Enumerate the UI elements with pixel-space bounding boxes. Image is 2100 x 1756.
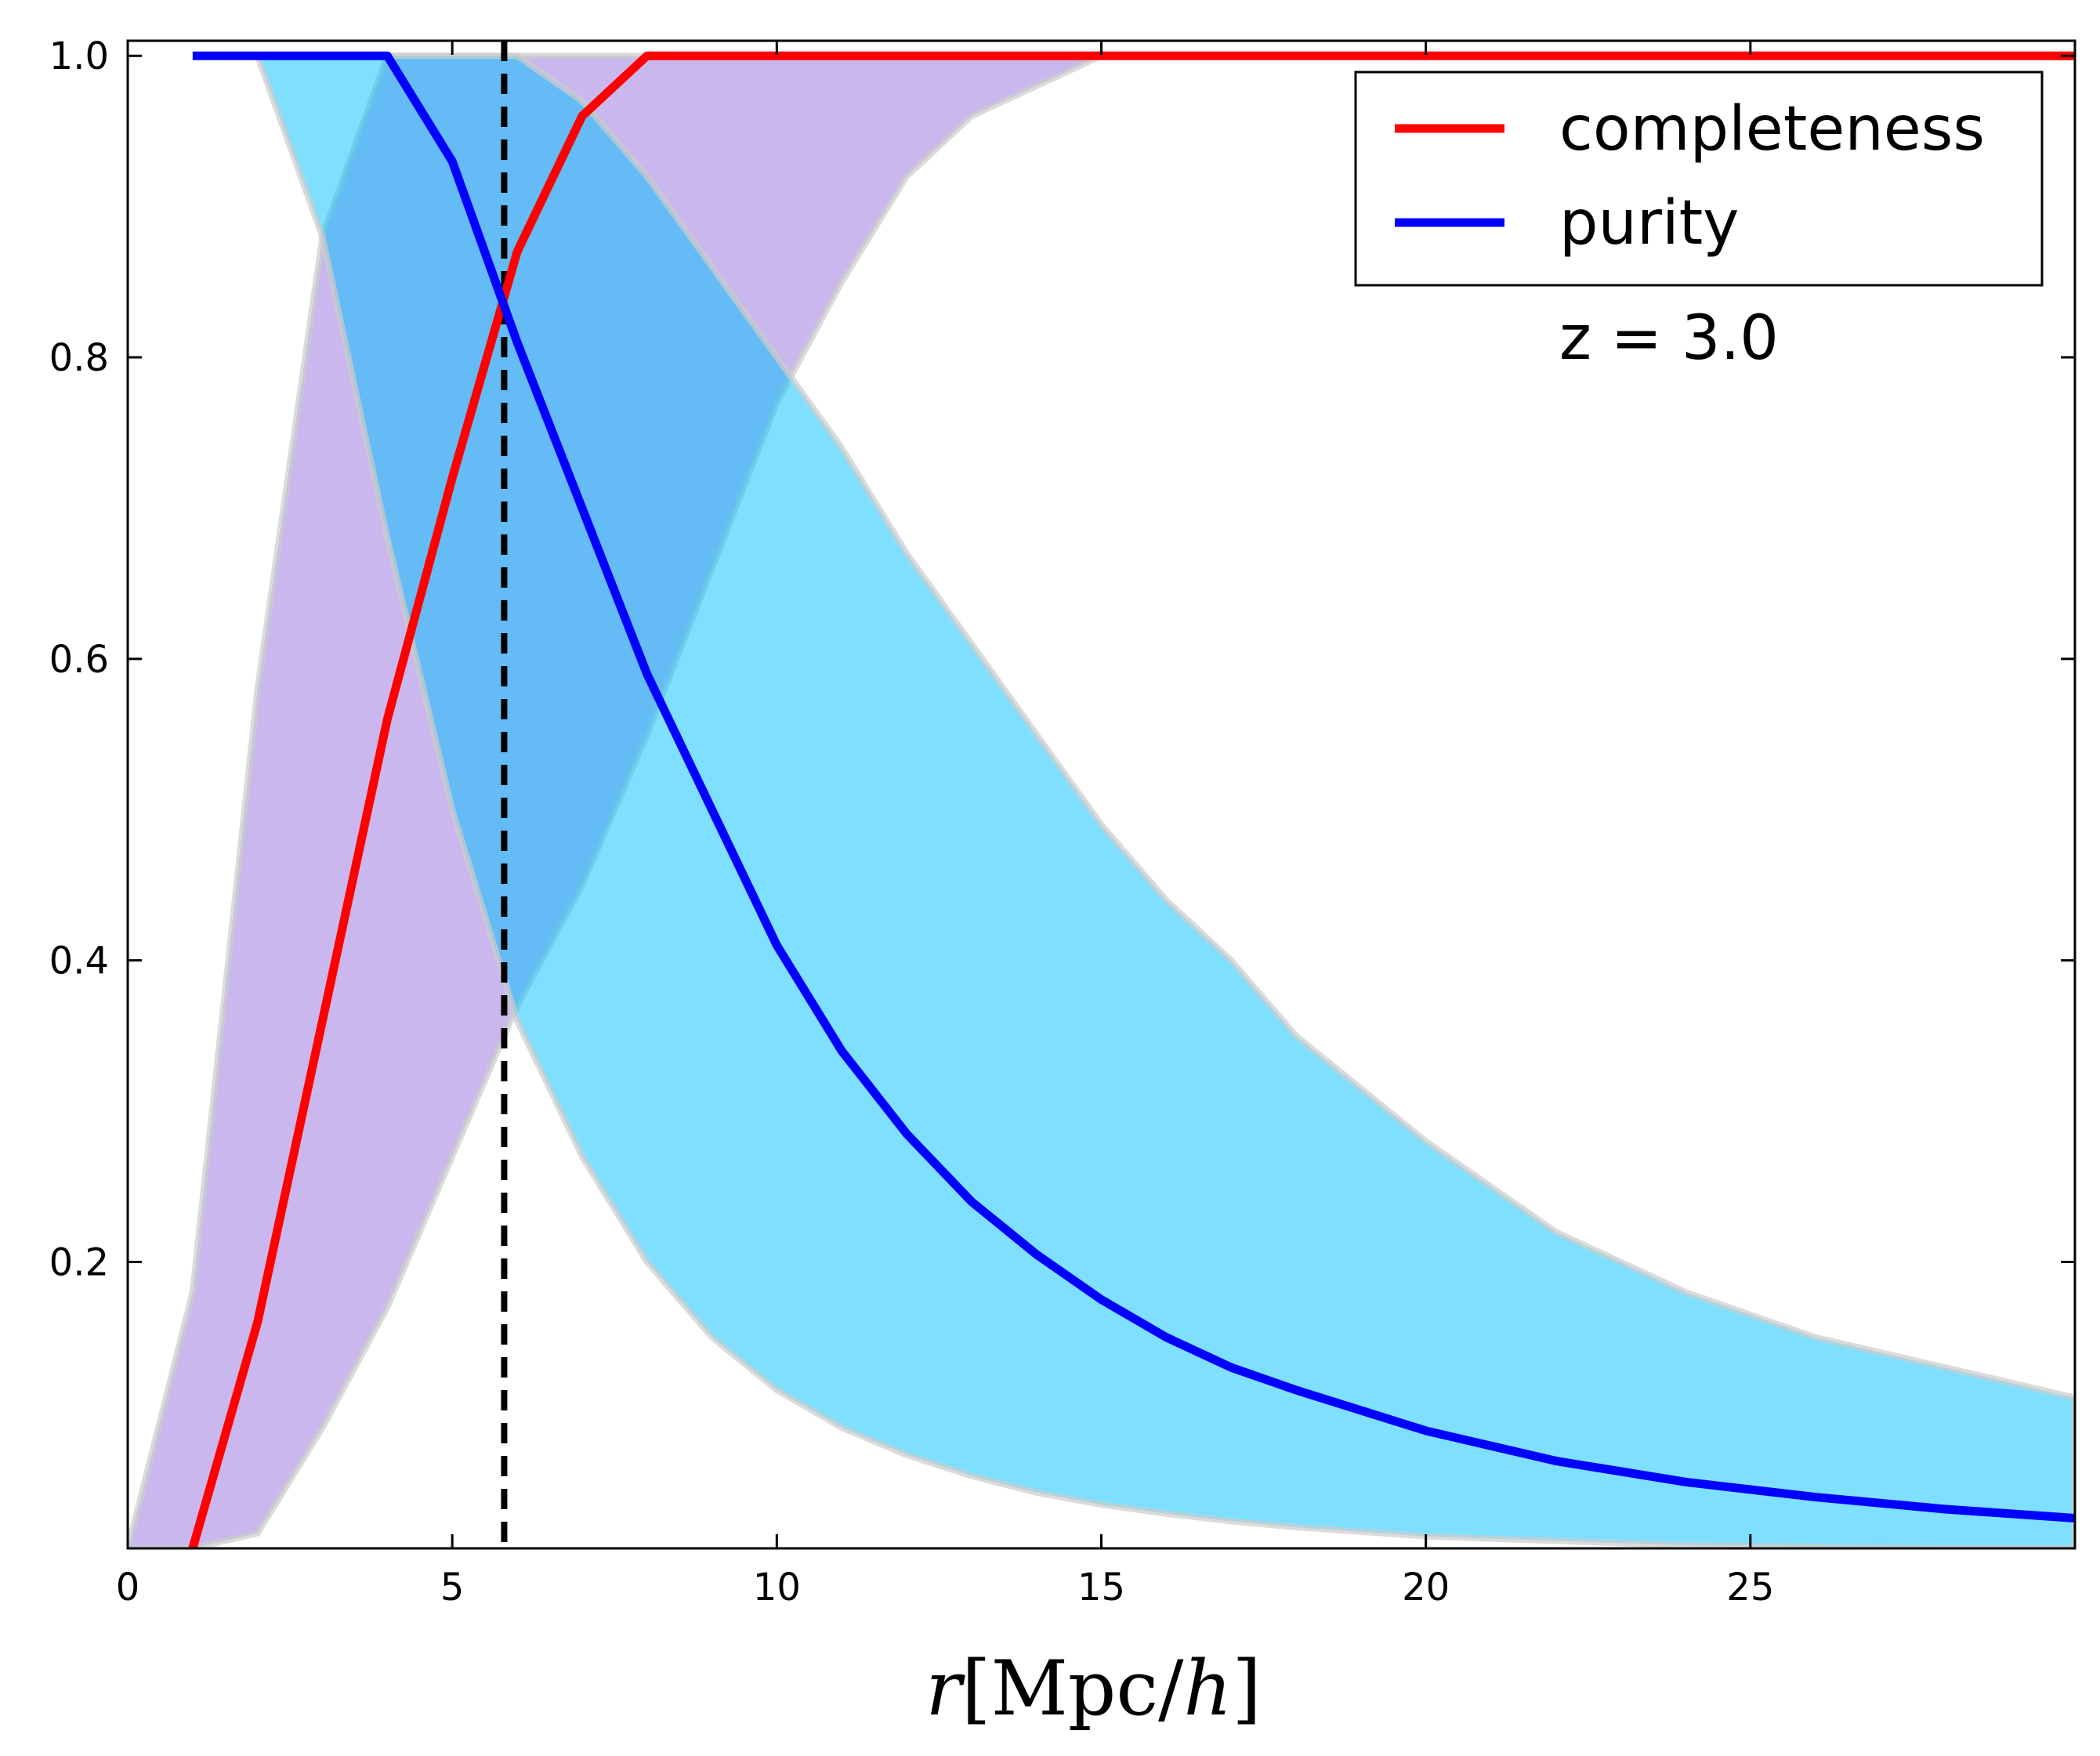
x-tick-label: 5 [440, 1566, 465, 1609]
ticks-layer: 0 5 10 15 20 25 0.2 0.4 0.6 0.8 1.0 [49, 34, 2075, 1609]
legend-box [1354, 71, 2044, 287]
y-tick-label: 1.0 [49, 34, 109, 78]
x-tick-label: 15 [1077, 1566, 1125, 1609]
lines-layer [188, 51, 2075, 1548]
x-tick-label: 25 [1726, 1566, 1774, 1609]
completeness-line [188, 51, 2075, 1548]
x-axis-label-variable: r [925, 1645, 965, 1732]
redshift-annotation: z = 3.0 [1559, 303, 1779, 374]
x-axis-label-h: h [1183, 1645, 1232, 1732]
x-tick-label: 0 [116, 1566, 140, 1609]
y-tick-label: 0.2 [49, 1240, 109, 1284]
x-tick-label: 10 [753, 1566, 801, 1609]
bands-layer [128, 52, 2075, 1548]
purity-line [192, 51, 2075, 1523]
x-axis-label: r[Mpc/h] [925, 1645, 1261, 1732]
y-tick-label: 0.6 [49, 638, 109, 682]
x-axis-label-units: [Mpc/ [961, 1645, 1184, 1732]
x-axis-label-close: ] [1232, 1645, 1261, 1732]
x-tick-label: 20 [1402, 1566, 1450, 1609]
y-tick-label: 0.8 [49, 336, 109, 380]
purity-band [254, 52, 2075, 1548]
legend: completeness purity [1354, 71, 2044, 287]
legend-label-purity: purity [1559, 188, 1739, 259]
y-tick-label: 0.4 [49, 940, 109, 983]
legend-label-completeness: completeness [1559, 94, 1985, 165]
